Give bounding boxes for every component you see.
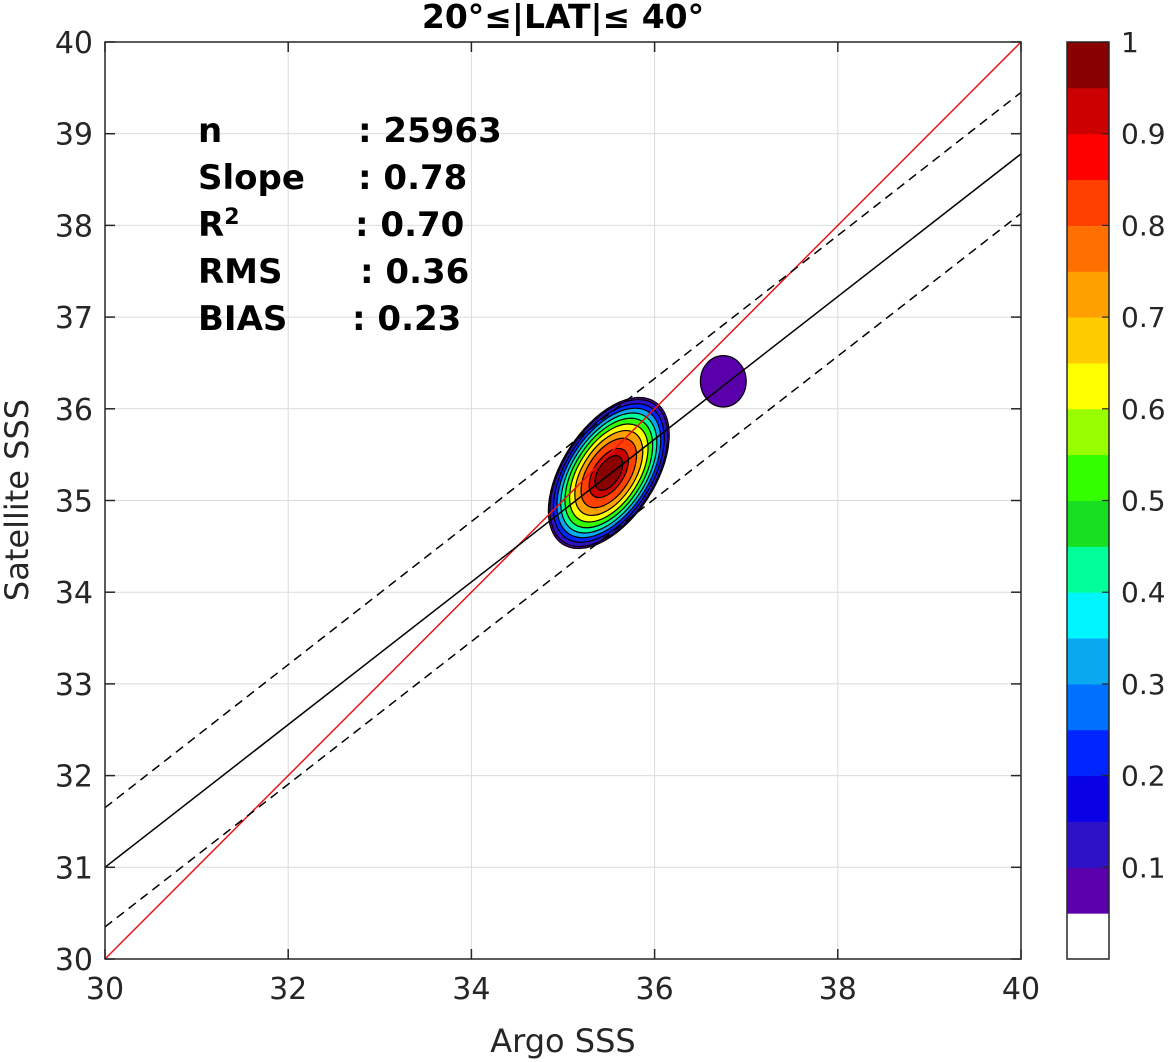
- x-tick-label: 34: [452, 972, 490, 1007]
- density-secondary-blob: [699, 355, 747, 408]
- y-tick-label: 36: [55, 393, 93, 428]
- reference-lines: [105, 42, 1021, 959]
- y-tick-label: 30: [55, 943, 93, 978]
- colorbar-tick-label: 0.6: [1121, 393, 1166, 426]
- stat-value: : 25963: [358, 111, 502, 151]
- y-tick-label: 31: [55, 851, 93, 886]
- grid-lines: [104, 41, 1022, 960]
- y-tick-label: 39: [55, 118, 93, 153]
- colorbar-segment: [1067, 546, 1109, 593]
- colorbar-segment: [1067, 729, 1109, 777]
- density-contour-level: [594, 455, 624, 491]
- stat-label: RMS: [198, 252, 283, 292]
- y-axis-label: Satellite SSS: [0, 399, 36, 601]
- colorbar-tick-label: 1: [1121, 26, 1139, 59]
- y-tick-label: 37: [55, 301, 93, 336]
- x-tick-label: 30: [86, 972, 124, 1007]
- colorbar-segment: [1067, 362, 1109, 410]
- x-axis-label: Argo SSS: [490, 1022, 635, 1060]
- x-tick-label: 32: [269, 972, 307, 1007]
- colorbar-segment: [1067, 454, 1109, 501]
- stat-value: : 0.23: [352, 299, 461, 339]
- colorbar-tick-label: 0.8: [1121, 209, 1166, 242]
- colorbar-tick-label: 0.1: [1121, 851, 1166, 884]
- colorbar-segment: [1067, 317, 1109, 364]
- colorbar-tick-label: 0.4: [1121, 576, 1166, 609]
- colorbar-segment: [1067, 179, 1109, 226]
- colorbar-tick-label: 0.7: [1121, 301, 1166, 334]
- colorbar-segment: [1067, 913, 1109, 960]
- colorbar-segment: [1067, 500, 1109, 547]
- stat-label: Slope: [198, 158, 305, 198]
- stat-value: : 0.36: [360, 252, 469, 292]
- y-tick-label: 40: [55, 26, 93, 61]
- colorbar-segment: [1067, 408, 1109, 456]
- colorbar-segment: [1067, 821, 1109, 868]
- y-tick-label: 38: [55, 209, 93, 244]
- x-tick-label: 40: [1002, 972, 1040, 1007]
- colorbar-segment: [1067, 775, 1109, 822]
- colorbar-segment: [1067, 42, 1109, 89]
- colorbar-segment: [1067, 133, 1109, 181]
- line-one-to-one: [105, 42, 1021, 959]
- line-regression: [105, 153, 1021, 868]
- y-tick-label: 33: [55, 668, 93, 703]
- x-tick-label: 36: [636, 972, 674, 1007]
- axis-ticks: 30 32 34 36 38 40 30 31 32 33 34 35 36 37 38 39 40: [55, 26, 1040, 1007]
- colorbar-segment: [1067, 592, 1109, 639]
- y-tick-label: 35: [55, 485, 93, 520]
- colorbar-segment: [1067, 867, 1109, 914]
- stat-value: : 0.70: [355, 205, 464, 245]
- colorbar-segment: [1067, 683, 1109, 731]
- y-tick-label: 32: [55, 760, 93, 795]
- stat-label: n: [198, 111, 222, 151]
- colorbar-tick-label: 0.3: [1121, 668, 1166, 701]
- colorbar-segment: [1067, 225, 1109, 272]
- colorbar: 0.1 0.2 0.3 0.4 0.5 0.6 0.7 0.8 0.9 1: [1066, 26, 1166, 960]
- colorbar-segment: [1067, 271, 1109, 318]
- y-tick-label: 34: [55, 576, 93, 611]
- colorbar-tick-label: 0.2: [1121, 760, 1166, 793]
- stat-label-superscript: 2: [224, 205, 239, 230]
- colorbar-tick-label: 0.5: [1121, 485, 1166, 518]
- chart-title: 20°≤|LAT|≤ 40°: [422, 0, 704, 36]
- stat-value: : 0.78: [358, 158, 467, 198]
- colorbar-segment: [1067, 638, 1109, 685]
- x-tick-label: 38: [819, 972, 857, 1007]
- line-upper-bound: [105, 91, 1021, 809]
- colorbar-tick-label: 0.9: [1121, 118, 1166, 151]
- line-lower-bound: [105, 212, 1021, 928]
- stat-label: BIAS: [198, 299, 287, 339]
- colorbar-segment: [1067, 87, 1109, 135]
